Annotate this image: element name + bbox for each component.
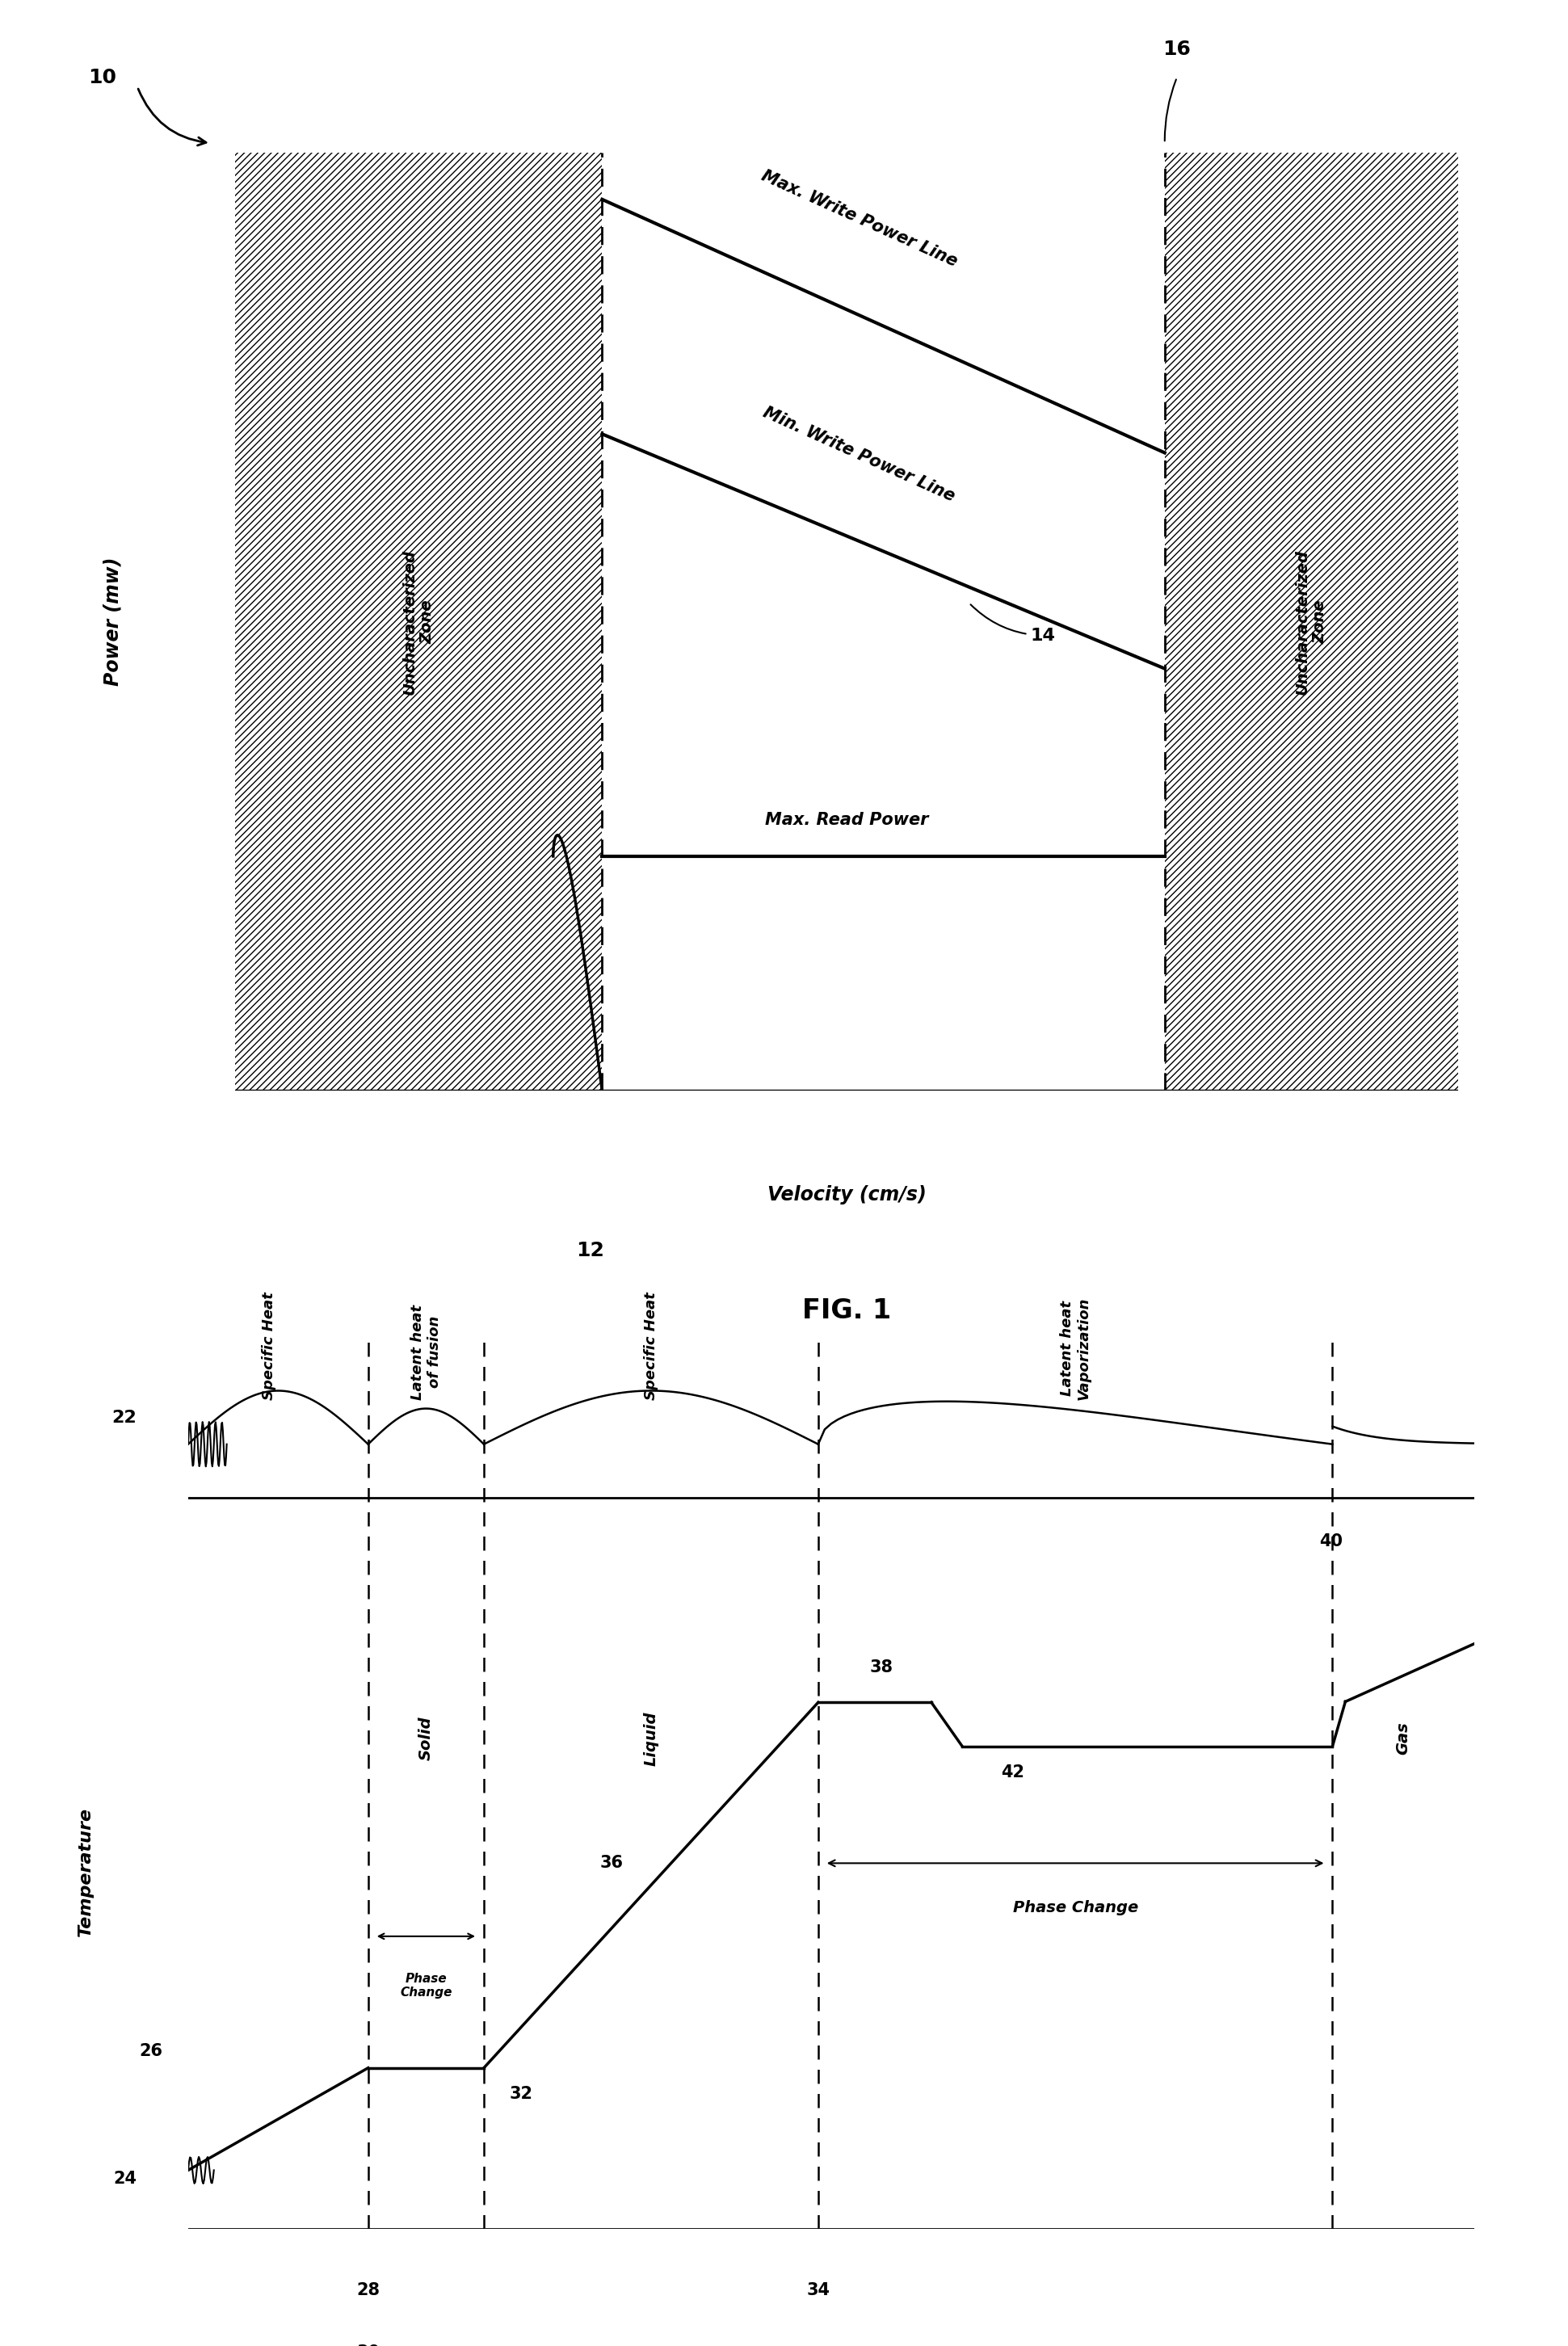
Text: Latent heat
Vaporization: Latent heat Vaporization: [1060, 1297, 1091, 1401]
Text: 16: 16: [1163, 40, 1192, 59]
Text: 14: 14: [971, 605, 1055, 643]
Text: Latent heat
of fusion: Latent heat of fusion: [411, 1304, 442, 1401]
Text: Uncharacterized
Zone: Uncharacterized Zone: [401, 549, 436, 694]
Text: 34: 34: [806, 2283, 829, 2299]
Text: 22: 22: [111, 1410, 136, 1426]
Text: Power (mw): Power (mw): [103, 558, 122, 685]
Text: 40: 40: [1320, 1534, 1344, 1548]
Text: Max. Read Power: Max. Read Power: [765, 812, 928, 828]
Text: Specific Heat: Specific Heat: [262, 1290, 276, 1401]
Text: FIG. 1: FIG. 1: [803, 1297, 891, 1323]
Text: Max. Write Power Line: Max. Write Power Line: [759, 167, 960, 270]
Text: 12: 12: [575, 1241, 604, 1260]
Text: 36: 36: [599, 1856, 622, 1872]
Text: Temperature: Temperature: [77, 1806, 94, 1938]
Text: 32: 32: [510, 2086, 533, 2102]
Text: Liquid: Liquid: [643, 1710, 659, 1767]
Text: Solid: Solid: [419, 1717, 434, 1760]
Text: Specific Heat: Specific Heat: [644, 1290, 659, 1401]
Text: Velocity (cm/s): Velocity (cm/s): [767, 1185, 927, 1203]
Text: Uncharacterized
Zone: Uncharacterized Zone: [1295, 549, 1328, 694]
Text: 42: 42: [1000, 1764, 1024, 1781]
Text: 10: 10: [88, 68, 116, 87]
Text: Phase Change: Phase Change: [1013, 1900, 1138, 1914]
Text: Phase
Change: Phase Change: [400, 1973, 452, 1999]
Text: 24: 24: [113, 2170, 136, 2186]
Text: 38: 38: [870, 1659, 894, 1675]
Text: Min. Write Power Line: Min. Write Power Line: [760, 404, 958, 504]
Text: Gas: Gas: [1396, 1722, 1411, 1755]
Text: 26: 26: [140, 2043, 163, 2060]
Text: 28: 28: [356, 2283, 379, 2299]
